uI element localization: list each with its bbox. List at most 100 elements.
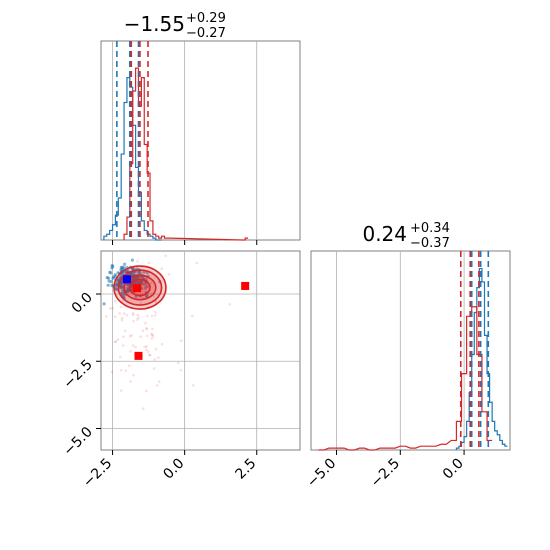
scatter-point [179, 339, 183, 342]
y-tick-label: −5.0 [60, 424, 95, 459]
marker-square [133, 284, 142, 293]
scatter-point [141, 407, 145, 411]
scatter-point [110, 266, 114, 270]
scatter-point [131, 344, 135, 347]
scatter-point [145, 334, 149, 337]
scatter-point [150, 332, 153, 336]
scatter-point [136, 259, 139, 263]
scatter-point [123, 262, 127, 266]
scatter-point [121, 344, 125, 347]
scatter-point [157, 380, 161, 383]
hist-panel-param2 [310, 250, 511, 451]
scatter-point [131, 313, 135, 317]
scatter-point [109, 307, 112, 310]
scatter-point [139, 335, 142, 338]
scatter-point [114, 340, 118, 343]
scatter-point [147, 261, 151, 265]
scatter-point [149, 281, 153, 285]
scatter-point [228, 302, 232, 306]
scatter-point [145, 294, 149, 298]
scatter-point [129, 380, 132, 383]
scatter-point [195, 261, 199, 265]
scatter-point [160, 267, 164, 271]
scatter-point [119, 389, 123, 392]
scatter-point [130, 258, 134, 262]
scatter-point [125, 313, 129, 317]
scatter-point [111, 306, 115, 310]
scatter-point [125, 282, 130, 286]
scatter-point [154, 310, 157, 314]
title-param2-minus: −0.37 [410, 236, 450, 251]
scatter-point [179, 368, 183, 372]
y-tick-label: 0.0 [69, 290, 96, 317]
title-param2-plus: +0.34 [410, 221, 450, 236]
scatter-point [151, 334, 155, 338]
x-tick-label: −5.0 [304, 456, 339, 491]
scatter-point [134, 345, 137, 349]
scatter-point [122, 312, 126, 315]
scatter-point [129, 350, 133, 353]
histogram-step [103, 77, 162, 241]
x-tick-label: 2.5 [233, 456, 260, 483]
scatter-point [176, 361, 180, 365]
title-param1: −1.55 [124, 12, 185, 36]
scatter-point [145, 327, 149, 331]
scatter-point [105, 275, 109, 280]
marker-square [241, 281, 250, 290]
scatter-point [155, 384, 159, 387]
x-tick-label: −2.5 [368, 456, 403, 491]
scatter-point [119, 305, 123, 309]
scatter-point [146, 314, 149, 318]
scatter-point [136, 313, 139, 317]
title-param1-minus: −0.27 [186, 26, 226, 41]
scatter-point [135, 318, 139, 321]
scatter-point [143, 345, 146, 349]
scatter-point [160, 342, 164, 346]
scatter-point [145, 348, 148, 352]
scatter-point [110, 370, 114, 374]
scatter-point [144, 321, 147, 325]
marker-square [122, 275, 131, 284]
scatter-point [152, 367, 156, 370]
scatter-point [124, 369, 128, 372]
scatter-point [123, 329, 127, 333]
scatter-point [148, 353, 152, 357]
scatter-point [148, 353, 151, 357]
scatter-point [121, 294, 125, 298]
scatter-point [143, 286, 148, 290]
scatter-point [122, 335, 125, 339]
scatter-point [143, 282, 147, 286]
scatter-point [153, 358, 156, 361]
scatter-point [110, 263, 114, 268]
scatter-point [145, 345, 148, 348]
scatter-point [154, 347, 158, 351]
scatter-point [119, 355, 122, 359]
scatter-point [111, 275, 116, 279]
scatter-point [138, 270, 142, 274]
scatter-point [157, 356, 160, 359]
scatter-point [131, 312, 135, 315]
scatter-point [150, 333, 154, 337]
marker-square [134, 351, 143, 360]
scatter-point [113, 340, 117, 344]
scatter-point [139, 301, 143, 305]
scatter-point [118, 285, 122, 290]
scatter-point [132, 373, 135, 377]
scatter-point [105, 315, 108, 318]
scatter-point [151, 327, 154, 331]
scatter-point [128, 364, 131, 368]
scatter-point [164, 254, 167, 258]
scatter-point [132, 319, 135, 323]
hist-panel-param1 [100, 40, 301, 241]
x-tick-label: 0.0 [440, 456, 467, 483]
scatter-point [120, 316, 124, 320]
scatter-point [150, 337, 154, 340]
title-param1-plus: +0.29 [186, 11, 226, 26]
scatter-point [145, 326, 148, 330]
x-tick-label: 0.0 [160, 456, 187, 483]
scatter-point [113, 273, 117, 277]
scatter-point [120, 368, 123, 372]
x-tick-label: −2.5 [80, 456, 115, 491]
title-param2: 0.24 [362, 222, 407, 246]
